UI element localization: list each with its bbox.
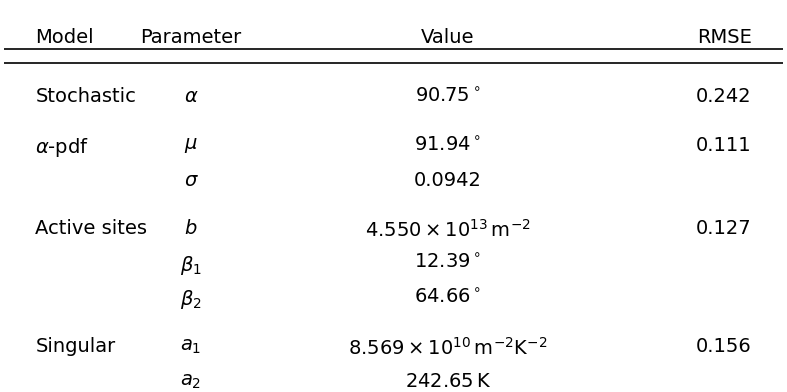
Text: Model: Model (35, 29, 94, 47)
Text: $b$: $b$ (184, 219, 198, 238)
Text: 91.94$^\circ$: 91.94$^\circ$ (415, 136, 482, 155)
Text: $\alpha$: $\alpha$ (183, 87, 198, 106)
Text: $\beta_1$: $\beta_1$ (180, 254, 202, 277)
Text: $\beta_2$: $\beta_2$ (180, 289, 202, 311)
Text: 0.127: 0.127 (696, 219, 752, 238)
Text: 0.0942: 0.0942 (414, 171, 482, 189)
Text: 0.156: 0.156 (696, 337, 752, 356)
Text: RMSE: RMSE (696, 29, 752, 47)
Text: 0.242: 0.242 (696, 87, 752, 106)
Text: Value: Value (421, 29, 475, 47)
Text: $4.550 \times 10^{13}\,\mathrm{m}^{-2}$: $4.550 \times 10^{13}\,\mathrm{m}^{-2}$ (365, 219, 531, 241)
Text: Singular: Singular (35, 337, 116, 356)
Text: 12.39$^\circ$: 12.39$^\circ$ (415, 254, 482, 273)
Text: Parameter: Parameter (140, 29, 242, 47)
Text: $\sigma$: $\sigma$ (183, 171, 198, 189)
Text: $a_1$: $a_1$ (180, 337, 201, 356)
Text: Active sites: Active sites (35, 219, 147, 238)
Text: $\mu$: $\mu$ (184, 136, 198, 155)
Text: $a_2$: $a_2$ (180, 372, 201, 390)
Text: Stochastic: Stochastic (35, 87, 136, 106)
Text: 90.75$^\circ$: 90.75$^\circ$ (416, 87, 481, 107)
Text: 64.66$^\circ$: 64.66$^\circ$ (415, 289, 482, 308)
Text: 242.65$\,$K: 242.65$\,$K (405, 372, 491, 390)
Text: 0.111: 0.111 (696, 136, 752, 155)
Text: $\alpha$-pdf: $\alpha$-pdf (35, 136, 89, 159)
Text: $8.569 \times 10^{10}\,\mathrm{m}^{-2}\mathrm{K}^{-2}$: $8.569 \times 10^{10}\,\mathrm{m}^{-2}\m… (349, 337, 548, 359)
